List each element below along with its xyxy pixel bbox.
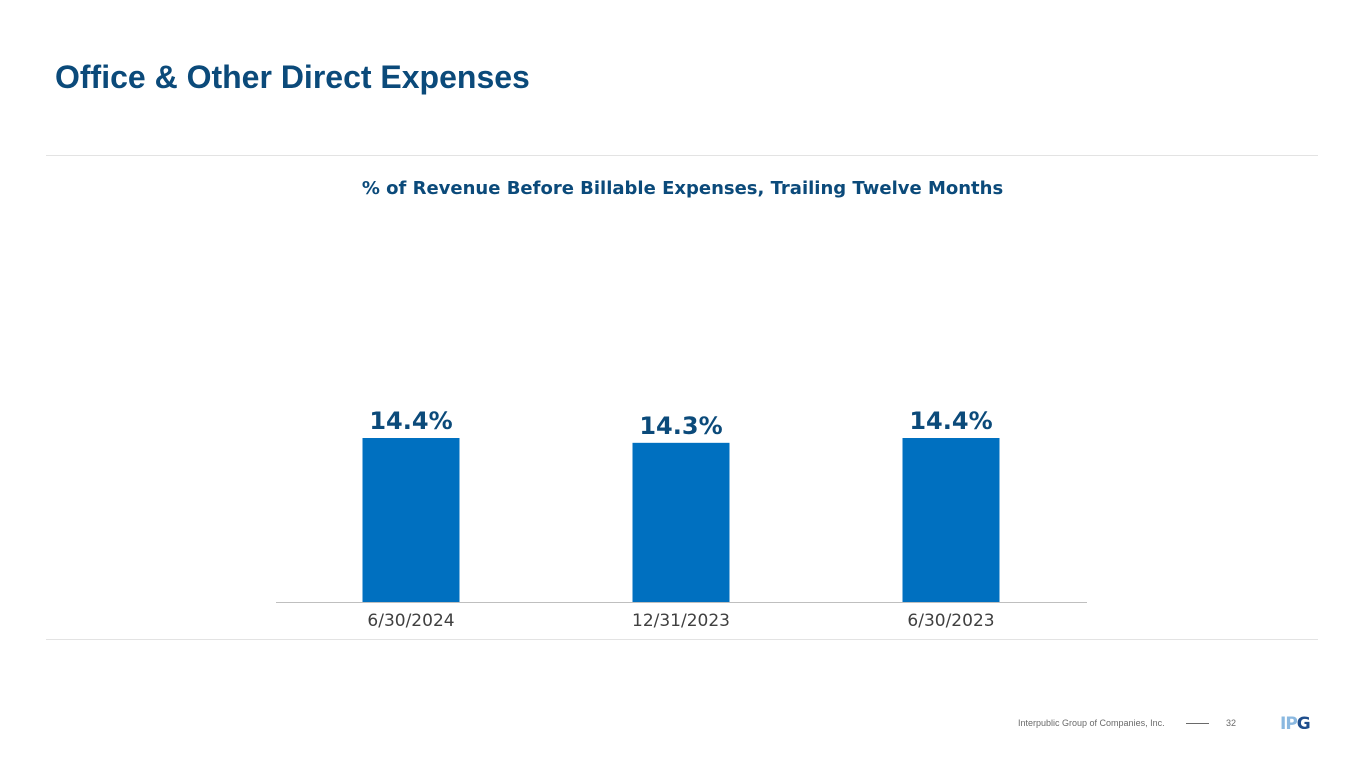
logo-letter-i: I [1280,714,1286,734]
top-divider [46,155,1318,156]
bar-6/30/2024 [362,438,460,602]
x-tick-label: 12/31/2023 [632,611,730,631]
logo-letter-g: G [1296,714,1311,734]
footer-separator [1186,723,1209,724]
data-label: 14.3% [639,412,722,440]
data-label: 14.4% [909,407,992,435]
x-tick-label: 6/30/2024 [367,611,454,631]
footer-company-name: Interpublic Group of Companies, Inc. [1018,718,1165,728]
bar-12/31/2023 [632,442,730,602]
bar-6/30/2023 [902,438,1000,602]
bottom-divider [46,639,1318,640]
x-tick-label: 6/30/2023 [907,611,994,631]
logo-letter-p: P [1285,714,1298,734]
page-number: 32 [1226,718,1237,728]
ipg-logo: IPG [1280,714,1311,734]
data-label: 14.4% [369,407,452,435]
page-title: Office & Other Direct Expenses [55,59,530,95]
chart-title: % of Revenue Before Billable Expenses, T… [361,178,1004,199]
